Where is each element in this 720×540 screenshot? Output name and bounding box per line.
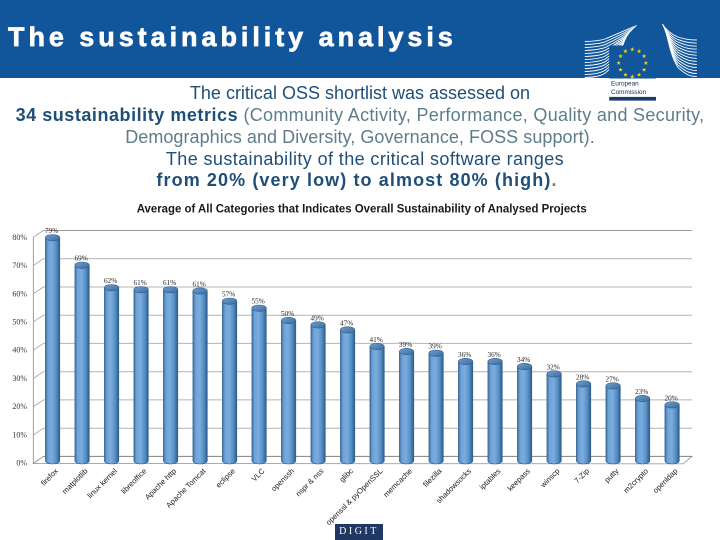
svg-text:glibc: glibc — [338, 466, 356, 484]
svg-text:keepass: keepass — [506, 466, 533, 493]
svg-text:61%: 61% — [163, 279, 176, 287]
svg-text:49%: 49% — [311, 314, 324, 322]
svg-text:7-Zip: 7-Zip — [572, 467, 591, 486]
svg-text:openssh: openssh — [269, 467, 296, 494]
svg-text:10%: 10% — [12, 431, 27, 440]
svg-text:nspr & nss: nspr & nss — [294, 466, 326, 498]
svg-text:62%: 62% — [104, 277, 117, 285]
svg-text:41%: 41% — [370, 336, 383, 344]
svg-text:memcache: memcache — [381, 467, 414, 500]
svg-text:filezilla: filezilla — [421, 466, 444, 489]
svg-text:libreoffice: libreoffice — [119, 467, 148, 496]
svg-text:39%: 39% — [429, 343, 442, 351]
svg-text:m2crypto: m2crypto — [622, 467, 650, 495]
svg-text:30%: 30% — [12, 374, 27, 383]
svg-text:20%: 20% — [665, 394, 678, 402]
svg-text:55%: 55% — [252, 298, 265, 306]
svg-text:79%: 79% — [45, 227, 58, 235]
svg-text:20%: 20% — [12, 402, 27, 411]
svg-text:61%: 61% — [193, 280, 206, 288]
svg-text:34%: 34% — [517, 356, 530, 364]
svg-text:Average of All Categories that: Average of All Categories that Indicates… — [137, 204, 587, 216]
svg-text:50%: 50% — [12, 318, 27, 327]
svg-text:firefox: firefox — [39, 466, 60, 487]
svg-text:70%: 70% — [12, 261, 27, 270]
svg-text:61%: 61% — [134, 279, 147, 287]
svg-text:36%: 36% — [488, 351, 501, 359]
svg-text:28%: 28% — [576, 373, 589, 381]
svg-text:27%: 27% — [606, 375, 619, 383]
svg-text:linux kernel: linux kernel — [85, 466, 119, 500]
svg-text:Commission: Commission — [611, 89, 647, 96]
svg-text:matplotlib: matplotlib — [60, 467, 89, 496]
svg-text:iptables: iptables — [478, 466, 503, 491]
svg-text:openssl & pyOpenSSL: openssl & pyOpenSSL — [324, 467, 384, 527]
svg-text:36%: 36% — [458, 351, 471, 359]
svg-text:80%: 80% — [12, 233, 27, 242]
svg-text:winscp: winscp — [538, 467, 561, 490]
svg-text:eclipse: eclipse — [214, 467, 237, 490]
svg-text:European: European — [611, 81, 639, 88]
svg-text:0%: 0% — [16, 459, 27, 468]
svg-text:23%: 23% — [635, 388, 648, 396]
svg-text:32%: 32% — [547, 363, 560, 371]
svg-text:57%: 57% — [222, 291, 235, 299]
svg-text:39%: 39% — [399, 341, 412, 349]
svg-text:47%: 47% — [340, 319, 353, 327]
svg-text:openldap: openldap — [651, 467, 679, 495]
svg-text:60%: 60% — [12, 289, 27, 298]
svg-text:69%: 69% — [75, 255, 88, 263]
svg-text:50%: 50% — [281, 310, 294, 318]
svg-text:40%: 40% — [12, 346, 27, 355]
svg-text:putty: putty — [603, 466, 621, 484]
svg-text:VLC: VLC — [250, 466, 267, 483]
